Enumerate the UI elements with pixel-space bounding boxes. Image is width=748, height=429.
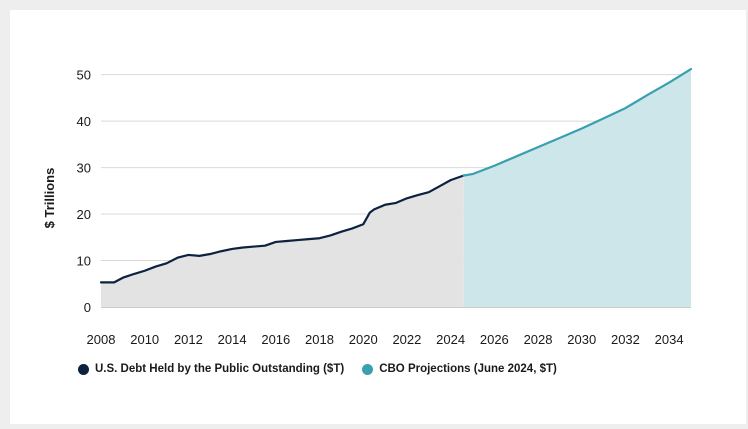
- y-tick-label: 0: [84, 300, 91, 315]
- x-tick-label: 2020: [349, 332, 378, 347]
- x-tick-label: 2018: [305, 332, 334, 347]
- chart-card: 2008 2010 2012 2014 2016 2018 2020 2022 2024 2026…: [10, 10, 746, 424]
- legend-label-cbo: CBO Projections (June 2024, $T): [379, 363, 557, 375]
- x-tick-label: 2034: [655, 332, 684, 347]
- series-areas: [101, 69, 691, 307]
- x-tick-label: 2032: [611, 332, 640, 347]
- legend-swatch-cbo: [362, 363, 374, 375]
- legend-label-debt: U.S. Debt Held by the Public Outstanding…: [95, 363, 345, 375]
- x-tick-label: 2028: [524, 332, 553, 347]
- x-tick-label: 2030: [567, 332, 596, 347]
- x-tick-labels: 2008 2010 2012 2014 2016 2018 2020 2022 2024 2026…: [87, 332, 684, 347]
- x-tick-label: 2024: [436, 332, 465, 347]
- y-tick-label: 10: [77, 254, 91, 269]
- x-tick-label: 2016: [261, 332, 290, 347]
- legend: U.S. Debt Held by the Public Outstanding…: [78, 363, 557, 375]
- y-tick-label: 30: [77, 161, 91, 176]
- area-debt: [101, 175, 464, 307]
- area-cbo: [463, 69, 691, 307]
- x-tick-label: 2022: [392, 332, 421, 347]
- y-axis-title: $ Trillions: [42, 168, 57, 229]
- debt-chart: 2008 2010 2012 2014 2016 2018 2020 2022 2024 2026…: [42, 67, 693, 347]
- legend-item-cbo: CBO Projections (June 2024, $T): [362, 363, 557, 375]
- legend-item-debt: U.S. Debt Held by the Public Outstanding…: [78, 363, 344, 375]
- x-tick-label: 2008: [87, 332, 116, 347]
- x-tick-label: 2026: [480, 332, 509, 347]
- line-debt: [99, 174, 465, 284]
- line-cbo: [462, 67, 693, 177]
- x-tick-label: 2010: [130, 332, 159, 347]
- y-tick-label: 50: [77, 68, 91, 83]
- legend-swatch-debt: [78, 363, 89, 375]
- y-tick-label: 40: [77, 114, 91, 129]
- x-tick-label: 2012: [174, 332, 203, 347]
- y-tick-label: 20: [77, 207, 91, 222]
- x-tick-label: 2014: [218, 332, 247, 347]
- y-tick-labels: 0 10 20 30 40 50: [77, 68, 91, 315]
- series-lines: [99, 67, 693, 284]
